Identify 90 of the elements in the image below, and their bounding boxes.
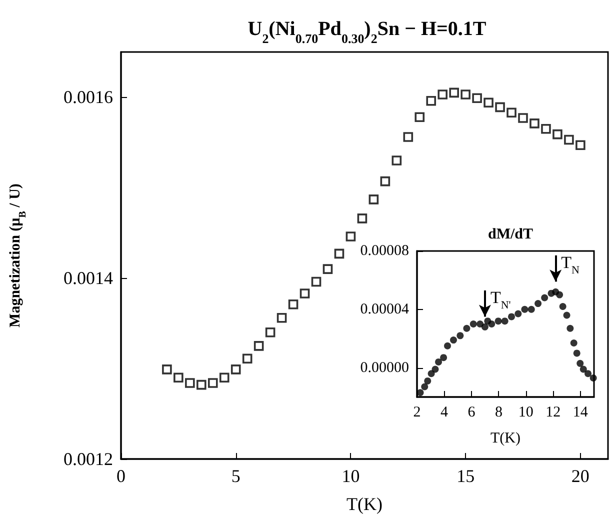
x-axis-title: T(K) — [346, 494, 382, 514]
point — [470, 320, 477, 328]
point — [208, 378, 218, 388]
point — [514, 310, 522, 318]
y-axis-title: Magnetization (μB / U) — [8, 184, 28, 328]
point — [472, 93, 482, 104]
point — [450, 336, 457, 344]
y-tick-label: 0.0016 — [64, 87, 113, 108]
point — [564, 134, 574, 145]
point — [521, 306, 528, 313]
point — [556, 291, 564, 298]
point — [311, 276, 322, 287]
point — [481, 323, 488, 330]
point — [440, 354, 448, 362]
point — [518, 113, 528, 123]
x-tick-label: 10 — [518, 404, 534, 420]
x-tick-label: 8 — [494, 404, 502, 420]
point — [219, 372, 230, 382]
point — [559, 302, 566, 310]
point — [426, 96, 436, 106]
point — [576, 140, 586, 150]
y-tick-label: 0.00000 — [360, 360, 409, 376]
point — [346, 232, 356, 242]
point — [424, 377, 432, 384]
point — [435, 358, 442, 366]
point — [501, 318, 508, 325]
x-axis-title: T(K) — [490, 430, 520, 446]
x-tick-label: 4 — [440, 404, 448, 420]
point — [456, 332, 464, 340]
y-tick-label: 0.00004 — [360, 301, 410, 318]
point — [368, 194, 379, 204]
point — [460, 90, 470, 100]
point — [196, 380, 206, 390]
point — [185, 378, 195, 388]
point — [254, 341, 264, 351]
y-tick-label: 0.0014 — [64, 268, 113, 288]
point — [508, 313, 515, 320]
point — [276, 313, 287, 323]
point — [334, 248, 344, 259]
point — [494, 318, 502, 325]
point — [300, 288, 310, 298]
point — [576, 360, 584, 367]
point — [506, 108, 516, 118]
point — [322, 264, 333, 274]
point — [403, 132, 414, 142]
point — [563, 312, 570, 319]
y-tick-label: 0.00008 — [360, 243, 409, 259]
point — [566, 324, 574, 332]
x-tick-label: 0 — [116, 466, 126, 486]
x-tick-label: 15 — [456, 466, 475, 486]
point — [392, 156, 402, 166]
point — [580, 366, 587, 373]
point — [357, 214, 368, 224]
point — [552, 129, 562, 140]
point — [584, 370, 592, 378]
point — [162, 364, 172, 374]
point — [573, 350, 580, 357]
x-tick-label: 6 — [468, 404, 476, 420]
x-tick-label: 10 — [342, 466, 360, 486]
x-tick-label: 12 — [546, 404, 561, 420]
point — [449, 88, 459, 98]
x-tick-label: 14 — [572, 404, 588, 420]
x-tick-label: 5 — [231, 466, 240, 486]
chart-title: dM/dT — [488, 226, 534, 242]
point — [174, 372, 184, 382]
point — [463, 324, 470, 332]
point — [488, 320, 496, 328]
point — [484, 98, 494, 108]
point — [414, 112, 425, 122]
x-tick-label: 20 — [571, 466, 590, 486]
point — [530, 118, 540, 128]
x-tick-label: 2 — [413, 404, 421, 420]
point — [541, 124, 551, 134]
point — [230, 364, 241, 374]
point — [590, 374, 597, 382]
point — [380, 176, 390, 186]
point — [534, 300, 542, 308]
point — [438, 90, 448, 100]
point — [265, 327, 276, 338]
point — [528, 306, 535, 313]
point — [288, 299, 298, 310]
point — [444, 342, 451, 350]
point — [421, 383, 428, 390]
point — [242, 354, 252, 364]
point — [428, 370, 435, 378]
y-tick-label: 0.0012 — [64, 449, 113, 469]
point — [541, 294, 548, 302]
point — [432, 366, 439, 373]
point — [570, 339, 578, 346]
point — [495, 102, 505, 112]
